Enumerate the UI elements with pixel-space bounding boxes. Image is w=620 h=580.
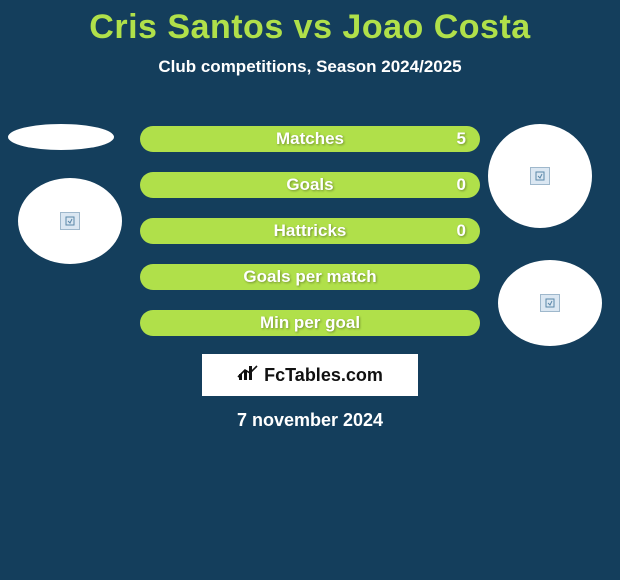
placeholder-badge-icon [60, 212, 80, 230]
stat-label: Hattricks [274, 221, 347, 241]
logo-text: FcTables.com [264, 365, 383, 386]
stat-row-matches: Matches 5 [140, 126, 480, 152]
player-right-circle-1 [488, 124, 592, 228]
stat-value-right: 0 [457, 175, 466, 195]
page-title: Cris Santos vs Joao Costa [0, 0, 620, 47]
player-left-ellipse [8, 124, 114, 150]
stat-label: Goals per match [243, 267, 376, 287]
stat-label: Min per goal [260, 313, 360, 333]
page-subtitle: Club competitions, Season 2024/2025 [0, 57, 620, 77]
player-left-circle [18, 178, 122, 264]
stat-row-goals: Goals 0 [140, 172, 480, 198]
chart-icon [237, 364, 259, 387]
fctables-logo[interactable]: FcTables.com [202, 354, 418, 396]
stat-label: Goals [286, 175, 333, 195]
stat-row-hattricks: Hattricks 0 [140, 218, 480, 244]
stat-row-goals-per-match: Goals per match [140, 264, 480, 290]
player-right-circle-2 [498, 260, 602, 346]
placeholder-badge-icon [530, 167, 550, 185]
stat-value-right: 0 [457, 221, 466, 241]
footer-date: 7 november 2024 [0, 410, 620, 431]
stat-label: Matches [276, 129, 344, 149]
placeholder-badge-icon [540, 294, 560, 312]
stat-value-right: 5 [457, 129, 466, 149]
stat-row-min-per-goal: Min per goal [140, 310, 480, 336]
